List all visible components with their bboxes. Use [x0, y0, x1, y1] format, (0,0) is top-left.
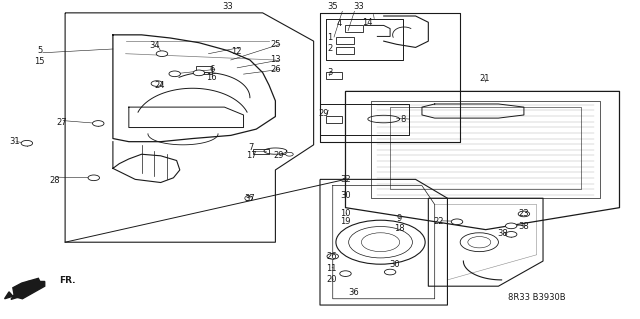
Circle shape	[468, 237, 491, 248]
Text: 2: 2	[327, 44, 332, 54]
Text: 30: 30	[340, 190, 351, 200]
Circle shape	[93, 121, 104, 126]
Text: 28: 28	[49, 176, 60, 185]
Text: 25: 25	[270, 40, 281, 49]
Bar	[336, 37, 354, 44]
Bar	[196, 66, 212, 74]
Text: 16: 16	[206, 73, 217, 82]
Circle shape	[506, 223, 517, 229]
Text: 1: 1	[327, 33, 332, 42]
Polygon shape	[13, 281, 45, 299]
Polygon shape	[4, 292, 13, 299]
Text: 26: 26	[270, 65, 281, 74]
Circle shape	[506, 232, 517, 237]
Text: 20: 20	[326, 275, 337, 285]
Bar	[336, 47, 354, 54]
Text: 37: 37	[244, 194, 255, 203]
Text: 35: 35	[328, 2, 338, 11]
Text: 11: 11	[326, 264, 337, 273]
Text: 5: 5	[37, 46, 42, 55]
Text: 34: 34	[149, 41, 159, 50]
Text: 30: 30	[389, 260, 400, 269]
Text: 10: 10	[340, 210, 351, 219]
Circle shape	[349, 226, 412, 258]
Text: 29: 29	[273, 151, 284, 160]
Circle shape	[193, 70, 205, 76]
Text: 3: 3	[327, 68, 332, 77]
Text: 31: 31	[9, 137, 19, 146]
Circle shape	[327, 254, 339, 259]
Text: 24: 24	[154, 81, 164, 90]
Bar	[346, 25, 364, 32]
Text: 4: 4	[337, 19, 342, 28]
Bar	[326, 72, 342, 79]
Text: FR.: FR.	[59, 276, 76, 285]
Text: 38: 38	[497, 229, 508, 238]
Text: 33: 33	[222, 2, 233, 11]
Text: 33: 33	[353, 2, 364, 11]
Circle shape	[451, 219, 463, 225]
Text: 12: 12	[230, 47, 241, 56]
Circle shape	[151, 81, 163, 86]
Text: 17: 17	[246, 151, 257, 160]
Text: 13: 13	[270, 56, 281, 64]
Text: 19: 19	[340, 217, 351, 226]
Text: 8R33 B3930B: 8R33 B3930B	[508, 293, 566, 302]
Circle shape	[385, 269, 396, 275]
Text: 32: 32	[340, 175, 351, 184]
Circle shape	[460, 233, 499, 252]
Text: 7: 7	[248, 144, 254, 152]
Text: 18: 18	[394, 224, 404, 233]
Text: 36: 36	[348, 288, 359, 297]
Bar	[253, 149, 269, 154]
Circle shape	[169, 71, 180, 77]
Circle shape	[88, 175, 100, 181]
Circle shape	[156, 51, 168, 56]
Text: 23: 23	[518, 210, 529, 219]
Text: 8: 8	[400, 115, 406, 124]
Text: 6: 6	[209, 65, 214, 74]
Bar	[326, 115, 342, 123]
Circle shape	[362, 233, 399, 252]
Circle shape	[285, 152, 293, 156]
Text: 22: 22	[433, 217, 444, 226]
Text: 27: 27	[56, 118, 67, 127]
Text: 21: 21	[479, 74, 490, 83]
Circle shape	[340, 271, 351, 277]
Circle shape	[518, 211, 530, 217]
Text: 9: 9	[396, 214, 402, 223]
Text: 14: 14	[362, 18, 373, 27]
Circle shape	[21, 140, 33, 146]
Text: 38: 38	[518, 222, 529, 231]
Polygon shape	[11, 278, 41, 300]
Circle shape	[336, 220, 425, 264]
Text: 26: 26	[326, 252, 337, 261]
Text: 29: 29	[319, 109, 329, 118]
Text: 15: 15	[35, 57, 45, 66]
